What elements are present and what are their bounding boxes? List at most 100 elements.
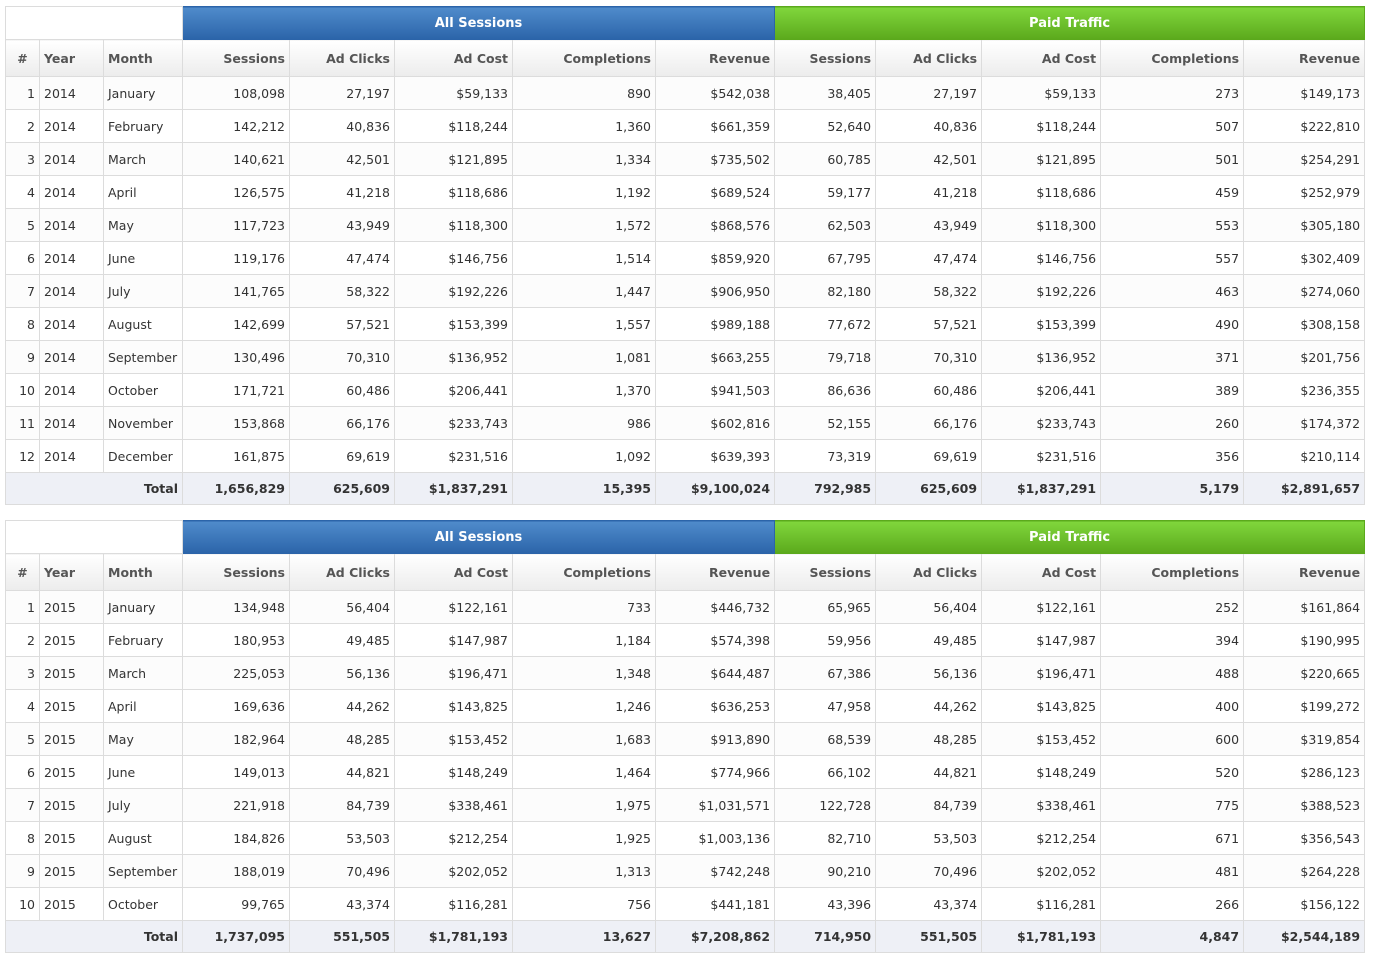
table-cell: August — [103, 821, 183, 855]
table-cell: 481 — [1100, 854, 1245, 888]
column-header: Ad Cost — [394, 553, 513, 591]
column-header-row: # Year Month Sessions Ad Clicks Ad Cost Comple… — [5, 39, 1366, 77]
table-cell: $220,665 — [1243, 656, 1366, 690]
table-cell: $148,249 — [394, 755, 513, 789]
table-cell: 161,875 — [182, 439, 290, 473]
total-cell: 13,627 — [512, 920, 656, 953]
table-cell: 70,310 — [875, 340, 983, 374]
table-cell: $388,523 — [1243, 788, 1366, 822]
table-cell: $199,272 — [1243, 689, 1366, 723]
table-cell: $231,516 — [394, 439, 513, 473]
table-cell: 56,404 — [289, 590, 395, 624]
table-cell: $147,987 — [981, 623, 1102, 657]
table-cell: $59,133 — [394, 76, 513, 110]
table-cell: September — [103, 340, 183, 374]
table-cell: 252 — [1100, 590, 1245, 624]
table-cell: $446,732 — [654, 590, 776, 624]
table-cell: 44,821 — [289, 755, 395, 789]
table-cell: 42,501 — [289, 142, 395, 176]
table-cell: 41,218 — [289, 175, 395, 209]
table-cell: $206,441 — [394, 373, 513, 407]
total-cell: $2,891,657 — [1243, 472, 1366, 505]
table-cell: 1,925 — [512, 821, 656, 855]
table-cell: 27,197 — [289, 76, 395, 110]
table-cell: $906,950 — [654, 274, 776, 308]
table-row: 6 2015 June 149,013 44,821 $148,249 1,464 $774,… — [5, 755, 1366, 789]
table-cell: $118,300 — [394, 208, 513, 242]
table-cell: 890 — [512, 76, 656, 110]
table-cell: 68,539 — [774, 722, 877, 756]
table-cell: 389 — [1100, 373, 1245, 407]
table-cell: $206,441 — [981, 373, 1102, 407]
total-cell: 15,395 — [512, 472, 656, 505]
group-header: Paid Traffic — [774, 520, 1366, 554]
table-cell: $149,173 — [1243, 76, 1366, 110]
table-cell: 57,521 — [875, 307, 983, 341]
total-label: Total — [5, 920, 183, 953]
table-cell: 27,197 — [875, 76, 983, 110]
table-cell: 66,102 — [774, 755, 877, 789]
column-header: Sessions — [182, 39, 290, 77]
table-cell: May — [103, 722, 183, 756]
table-cell: 1,334 — [512, 142, 656, 176]
table-cell: $59,133 — [981, 76, 1102, 110]
table-cell: 2015 — [39, 854, 104, 888]
table-cell: 2015 — [39, 689, 104, 723]
table-cell: 520 — [1100, 755, 1245, 789]
table-cell: 2014 — [39, 307, 104, 341]
table-cell: $148,249 — [981, 755, 1102, 789]
table-cell: 1,184 — [512, 623, 656, 657]
table-cell: 9 — [5, 340, 40, 374]
table-cell: 188,019 — [182, 854, 290, 888]
column-header: Sessions — [182, 553, 290, 591]
table-cell: 356 — [1100, 439, 1245, 473]
data-table: All Sessions Paid Traffic # Year Month Sessio… — [5, 520, 1366, 953]
table-cell: 69,619 — [875, 439, 983, 473]
table-cell: 66,176 — [289, 406, 395, 440]
column-header: Completions — [1100, 39, 1245, 77]
total-cell: $9,100,024 — [654, 472, 776, 505]
table-cell: 43,949 — [875, 208, 983, 242]
table-cell: 99,765 — [182, 887, 290, 921]
table-cell: $661,359 — [654, 109, 776, 143]
table-cell: 2 — [5, 109, 40, 143]
table-cell: $644,487 — [654, 656, 776, 690]
table-cell: 47,474 — [289, 241, 395, 275]
table-cell: 1,370 — [512, 373, 656, 407]
table-cell: $602,816 — [654, 406, 776, 440]
table-cell: 1,092 — [512, 439, 656, 473]
table-cell: $941,503 — [654, 373, 776, 407]
table-cell: $136,952 — [394, 340, 513, 374]
table-cell: $196,471 — [394, 656, 513, 690]
total-cell: 1,656,829 — [182, 472, 290, 505]
table-cell: $302,409 — [1243, 241, 1366, 275]
table-cell: $146,756 — [981, 241, 1102, 275]
table-cell: 56,136 — [289, 656, 395, 690]
table-cell: 59,177 — [774, 175, 877, 209]
table-cell: 1,464 — [512, 755, 656, 789]
table-cell: $121,895 — [394, 142, 513, 176]
table-cell: $153,399 — [394, 307, 513, 341]
table-cell: $264,228 — [1243, 854, 1366, 888]
table-cell: $308,158 — [1243, 307, 1366, 341]
table-cell: $153,452 — [981, 722, 1102, 756]
group-header-blank — [5, 520, 183, 554]
table-cell: 733 — [512, 590, 656, 624]
table-cell: 9 — [5, 854, 40, 888]
table-cell: 65,965 — [774, 590, 877, 624]
table-cell: April — [103, 175, 183, 209]
table-cell: June — [103, 241, 183, 275]
table-cell: 463 — [1100, 274, 1245, 308]
table-cell: 58,322 — [875, 274, 983, 308]
table-cell: 2014 — [39, 142, 104, 176]
table-cell: 11 — [5, 406, 40, 440]
table-cell: 43,374 — [289, 887, 395, 921]
table-row: 11 2014 November 153,868 66,176 $233,743 986 $6… — [5, 406, 1366, 440]
table-cell: 40,836 — [875, 109, 983, 143]
table-row: 1 2015 January 134,948 56,404 $122,161 733 $446… — [5, 590, 1366, 624]
table-cell: $441,181 — [654, 887, 776, 921]
table-cell: $636,253 — [654, 689, 776, 723]
table-cell: 490 — [1100, 307, 1245, 341]
table-cell: 184,826 — [182, 821, 290, 855]
table-cell: 182,964 — [182, 722, 290, 756]
